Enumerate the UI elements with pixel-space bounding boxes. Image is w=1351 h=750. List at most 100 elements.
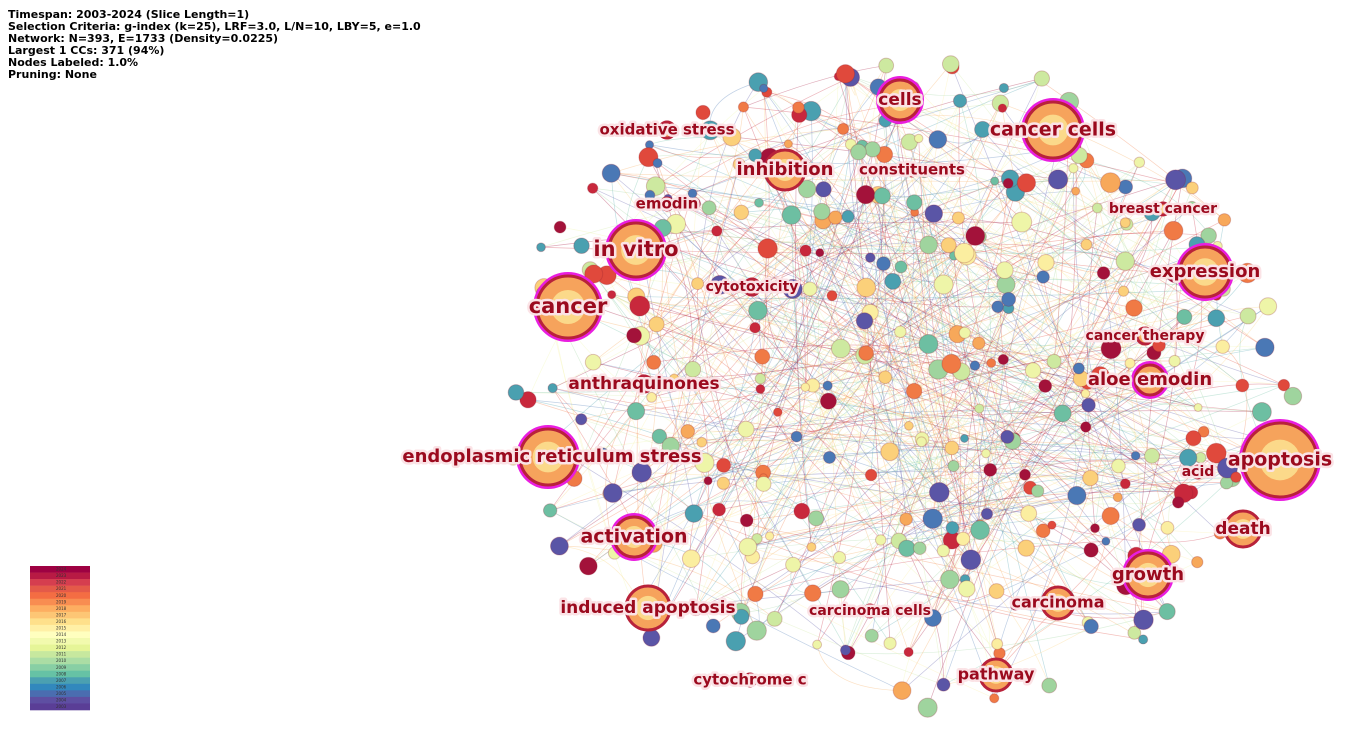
legend-year: 2017 xyxy=(56,612,67,617)
edge xyxy=(662,227,949,247)
node xyxy=(958,326,971,339)
node xyxy=(990,176,1000,186)
edge xyxy=(758,81,1243,386)
edge xyxy=(1051,524,1221,543)
node xyxy=(898,539,916,558)
keyword-node-core xyxy=(532,441,564,473)
node xyxy=(1160,520,1175,535)
node xyxy=(947,459,960,473)
node xyxy=(1193,402,1203,412)
edge xyxy=(864,320,1107,542)
edge xyxy=(688,430,1233,479)
legend-band xyxy=(30,703,90,711)
edge xyxy=(920,172,925,439)
edge xyxy=(862,145,1209,282)
node xyxy=(602,483,623,503)
edge xyxy=(641,467,1228,480)
edge xyxy=(747,476,1236,548)
edge xyxy=(978,299,1009,531)
edge xyxy=(827,385,972,560)
node xyxy=(980,507,994,521)
edge xyxy=(889,180,995,452)
node xyxy=(652,158,663,169)
edge xyxy=(662,227,1218,254)
edge xyxy=(805,386,1118,498)
node xyxy=(894,260,908,274)
node xyxy=(1080,421,1092,433)
edge xyxy=(1103,272,1127,586)
edge xyxy=(697,283,770,537)
edge xyxy=(908,474,1026,653)
edge xyxy=(611,172,1104,274)
edge xyxy=(809,86,879,289)
edge xyxy=(1124,261,1204,432)
edge xyxy=(883,183,1009,264)
node xyxy=(785,556,802,573)
edge xyxy=(641,194,879,473)
node xyxy=(792,101,805,114)
edge xyxy=(892,105,929,345)
node xyxy=(855,312,874,330)
edge xyxy=(979,370,1034,525)
edge xyxy=(948,244,1126,484)
node xyxy=(1096,266,1111,280)
node xyxy=(831,580,850,599)
node xyxy=(883,636,897,650)
node xyxy=(1163,220,1184,241)
edge xyxy=(692,80,1040,194)
node xyxy=(1083,542,1099,558)
edge xyxy=(710,130,976,237)
node xyxy=(1133,609,1154,631)
edge xyxy=(791,214,1091,479)
node xyxy=(782,278,803,300)
edge xyxy=(651,361,952,398)
edge xyxy=(882,195,1011,437)
edge xyxy=(999,452,1217,669)
node xyxy=(648,316,665,333)
edge xyxy=(573,130,711,479)
legend-year: 2014 xyxy=(56,632,67,637)
node xyxy=(575,413,588,426)
node xyxy=(746,620,767,641)
edge xyxy=(932,465,962,619)
node xyxy=(1033,70,1051,87)
edge xyxy=(746,101,1070,521)
node xyxy=(841,209,855,224)
edge xyxy=(614,360,1175,554)
edge xyxy=(950,63,1087,245)
node xyxy=(1197,425,1210,438)
edge xyxy=(909,141,945,493)
node xyxy=(1239,307,1257,325)
node xyxy=(1019,468,1031,481)
edge xyxy=(975,235,1104,274)
edge xyxy=(515,392,1217,454)
node xyxy=(1002,177,1014,189)
node xyxy=(799,244,812,257)
edge xyxy=(760,88,767,390)
node xyxy=(974,120,992,139)
keyword-node-core xyxy=(1141,371,1159,389)
node xyxy=(701,200,717,216)
edge xyxy=(889,222,1126,452)
node-label: emodin xyxy=(636,195,699,213)
node xyxy=(1047,169,1069,190)
info-line: Selection Criteria: g-index (k=25), LRF=… xyxy=(8,20,421,33)
edge xyxy=(593,273,1079,369)
node xyxy=(905,382,923,400)
edge xyxy=(692,369,709,609)
node xyxy=(1132,517,1146,532)
edge xyxy=(1141,438,1194,620)
node xyxy=(1082,469,1099,487)
node xyxy=(1017,539,1035,557)
node xyxy=(1041,677,1058,694)
node xyxy=(773,407,783,417)
edge xyxy=(639,305,814,594)
node xyxy=(864,141,881,158)
edge xyxy=(635,579,950,612)
node xyxy=(607,290,617,300)
edge xyxy=(865,194,952,364)
node xyxy=(1046,353,1062,370)
node xyxy=(1217,213,1232,227)
node xyxy=(986,358,997,368)
node xyxy=(1067,485,1087,506)
